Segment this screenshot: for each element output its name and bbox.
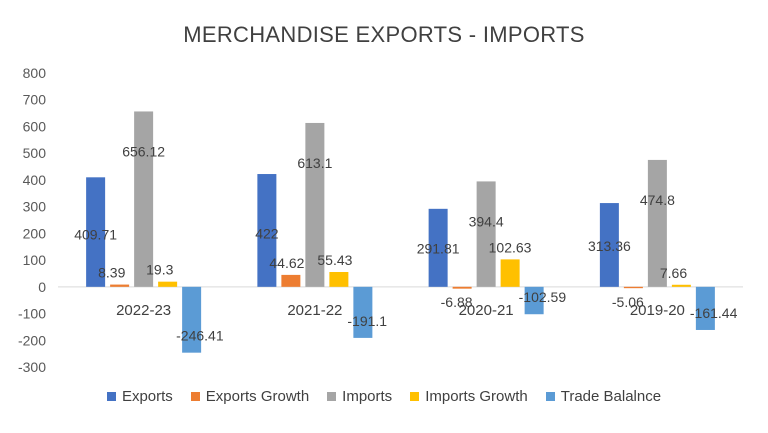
- data-label: 422: [255, 225, 279, 241]
- data-label: 44.62: [269, 255, 304, 271]
- bar: [158, 281, 178, 287]
- legend-item: Exports: [106, 388, 173, 405]
- bar: [110, 284, 130, 287]
- data-label: 656.12: [122, 143, 165, 159]
- bar: [182, 286, 202, 353]
- bar: [671, 284, 691, 287]
- bar: [452, 286, 472, 289]
- legend-label: Exports Growth: [205, 388, 310, 405]
- legend-label: Imports Growth: [425, 388, 528, 405]
- bar: [500, 259, 520, 287]
- data-label: -5.06: [612, 294, 644, 310]
- x-tick-label: 2022-23: [116, 302, 171, 319]
- bar: [599, 203, 619, 287]
- legend-label: Imports: [342, 388, 393, 405]
- bar: [428, 208, 448, 287]
- bar: [476, 181, 496, 287]
- bar: [524, 286, 544, 315]
- legend-swatch: [106, 392, 116, 401]
- data-label: 102.63: [489, 239, 532, 255]
- legend-item: Exports Growth: [190, 388, 310, 405]
- bar: [329, 272, 349, 287]
- y-tick-label: 700: [23, 92, 47, 108]
- data-label: 55.43: [317, 252, 352, 268]
- y-tick-label: 0: [38, 279, 46, 295]
- data-label: 313.36: [588, 238, 631, 254]
- x-tick-label: 2021-22: [287, 302, 342, 319]
- y-tick-label: 800: [23, 65, 47, 81]
- bar: [647, 159, 667, 287]
- y-tick-label: 500: [23, 145, 47, 161]
- legend-item: Imports Growth: [410, 388, 528, 405]
- data-label: 291.81: [417, 240, 460, 256]
- legend-swatch: [545, 392, 555, 401]
- y-tick-label: 100: [23, 252, 47, 268]
- bar: [281, 274, 301, 287]
- y-tick-label: 400: [23, 172, 47, 188]
- bar: [623, 286, 643, 289]
- data-label: -246.41: [176, 328, 224, 344]
- x-tick-label: 2020-21: [459, 302, 514, 319]
- bar: [86, 177, 106, 287]
- data-label: 409.71: [74, 227, 117, 243]
- data-label: 19.3: [146, 262, 173, 278]
- y-tick-label: 600: [23, 118, 47, 134]
- bar: [695, 286, 715, 330]
- data-label: -102.59: [519, 289, 567, 305]
- legend: Exports Exports Growth Imports Imports Grow…: [0, 388, 768, 405]
- legend-label: Exports: [121, 388, 173, 405]
- bar: [305, 122, 325, 287]
- bar: [353, 286, 373, 338]
- data-label: 394.4: [469, 213, 504, 229]
- data-label: -191.1: [347, 313, 387, 329]
- legend-item: Imports: [327, 388, 392, 405]
- data-label: 613.1: [297, 155, 332, 171]
- data-label: 7.66: [660, 265, 687, 281]
- legend-label: Trade Balalnce: [560, 388, 662, 405]
- chart-title: MERCHANDISE EXPORTS - IMPORTS: [183, 22, 585, 47]
- bar: [257, 174, 277, 287]
- y-tick-label: -300: [18, 359, 46, 375]
- y-tick-label: -100: [18, 306, 46, 322]
- data-label: 8.39: [98, 265, 125, 281]
- bar: [134, 111, 154, 287]
- legend-item: Trade Balalnce: [545, 388, 662, 405]
- legend-swatch: [410, 392, 420, 401]
- x-tick-label: 2019-20: [630, 302, 685, 319]
- legend-swatch: [327, 392, 337, 401]
- data-label: -161.44: [690, 305, 738, 321]
- y-tick-label: 300: [23, 199, 47, 215]
- data-label: -6.88: [441, 294, 473, 310]
- legend-swatch: [190, 392, 200, 401]
- y-tick-label: -200: [18, 332, 46, 348]
- data-label: 474.8: [640, 192, 675, 208]
- y-tick-label: 200: [23, 225, 47, 241]
